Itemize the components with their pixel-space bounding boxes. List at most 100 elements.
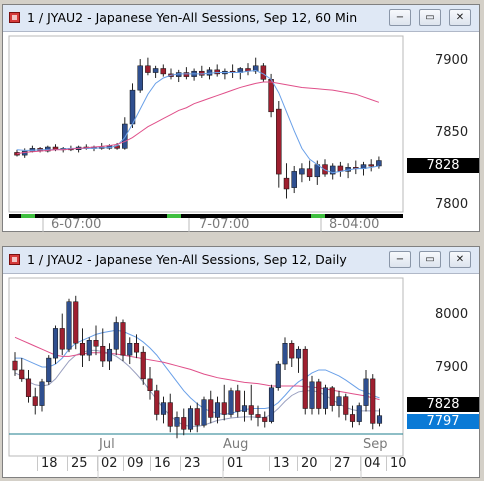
candle-body [329, 387, 335, 406]
session-bar [9, 214, 403, 218]
candle-body [45, 146, 51, 152]
candle-body [268, 79, 274, 113]
candle-body [194, 408, 200, 426]
candle-body [376, 415, 383, 424]
title-bar[interactable]: 1 / JYAU2 - Japanese Yen-All Sessions, S… [3, 5, 479, 32]
candle-body [316, 381, 322, 409]
candle-body [241, 405, 248, 412]
candle-body [275, 363, 281, 389]
candle-body [145, 65, 151, 73]
price-label-7800: 7800 [435, 197, 469, 212]
candle-body [120, 322, 126, 356]
candle-body [79, 343, 86, 356]
price-chart-60min[interactable] [3, 32, 479, 232]
date-label: 25 [67, 456, 88, 471]
restore-icon: ▭ [425, 12, 435, 23]
price-label-7900: 7900 [435, 53, 469, 68]
month-label-sep: Sep [363, 437, 388, 452]
candle-body [283, 177, 290, 190]
minimize-button[interactable]: − [389, 9, 411, 26]
candle-body [248, 405, 254, 415]
candle-body [228, 390, 234, 415]
candle-body [167, 402, 173, 427]
candle-body [93, 340, 99, 347]
candle-body [214, 69, 220, 75]
candle-body [19, 369, 25, 380]
candle-body [268, 387, 275, 422]
candle-body [252, 65, 259, 72]
candle-body [137, 65, 143, 91]
date-label: 16 [150, 456, 171, 471]
candle-body [122, 123, 128, 149]
restore-icon: ▭ [425, 254, 435, 265]
date-axis: 18 25 02 09 16 23 01 13 20 27 04 10 [3, 456, 407, 476]
moving-average-slow [16, 81, 380, 155]
date-label: 04 [360, 456, 381, 471]
candle-body [376, 160, 382, 167]
close-button[interactable]: ✕ [449, 251, 471, 268]
candle-body [302, 348, 308, 409]
candle-body [343, 396, 349, 415]
candle-body [262, 417, 268, 422]
chart-window-daily: 1 / JYAU2 - Japanese Yen-All Sessions, S… [2, 246, 480, 478]
candle-body [349, 414, 356, 422]
candle-body [66, 301, 72, 350]
plot-area [8, 35, 404, 213]
price-label-7850: 7850 [435, 125, 469, 140]
candle-body [201, 399, 207, 426]
candle-body [235, 390, 241, 412]
candle-body [299, 168, 305, 175]
candle-body [214, 402, 221, 418]
candle-body [52, 328, 59, 359]
candle-body [329, 165, 336, 175]
window-title: 1 / JYAU2 - Japanese Yen-All Sessions, S… [27, 252, 347, 267]
candle-body [113, 322, 119, 350]
candle-body [160, 402, 167, 415]
candle-body [59, 328, 65, 350]
date-label: 02 [97, 456, 118, 471]
candle-body [336, 396, 342, 406]
candle-body [370, 378, 376, 424]
candle-body [127, 343, 133, 356]
minimize-icon: − [395, 12, 405, 23]
candle-body [106, 348, 113, 362]
candle-body [86, 340, 92, 356]
candle-body [32, 396, 38, 406]
chart-window-60min: 1 / JYAU2 - Japanese Yen-All Sessions, S… [2, 4, 480, 232]
candle-body [174, 417, 180, 427]
date-label: 18 [37, 456, 58, 471]
restore-button[interactable]: ▭ [419, 251, 441, 268]
candle-body [154, 390, 160, 415]
last-price-badge: 7828 [407, 158, 479, 173]
candle-body [25, 378, 32, 397]
session-marker [21, 214, 35, 218]
close-button[interactable]: ✕ [449, 9, 471, 26]
candle-body [276, 108, 282, 175]
candle-body [368, 164, 374, 167]
month-label-aug: Aug [223, 437, 249, 452]
candle-body [181, 417, 187, 430]
candle-body [206, 69, 213, 76]
close-icon: ✕ [455, 12, 465, 23]
candle-body [183, 72, 190, 77]
candle-body [147, 378, 153, 391]
date-label: 09 [123, 456, 144, 471]
price-label-7900: 7900 [435, 360, 469, 375]
candle-body [133, 343, 140, 353]
candle-body [322, 164, 328, 175]
app-icon [9, 254, 20, 265]
candle-body [129, 89, 136, 125]
candle-body [221, 402, 227, 415]
candle-body [295, 348, 302, 359]
price-chart-daily[interactable] [3, 274, 479, 478]
date-label: 23 [180, 456, 201, 471]
window-title: 1 / JYAU2 - Japanese Yen-All Sessions, S… [27, 10, 358, 25]
candle-body [306, 168, 313, 178]
title-bar[interactable]: 1 / JYAU2 - Japanese Yen-All Sessions, S… [3, 247, 479, 274]
candle-body [309, 381, 315, 409]
minimize-button[interactable]: − [389, 251, 411, 268]
candle-body [289, 343, 295, 359]
restore-button[interactable]: ▭ [419, 9, 441, 26]
candle-body [282, 343, 288, 365]
previous-price-badge: 7797 [407, 414, 479, 429]
